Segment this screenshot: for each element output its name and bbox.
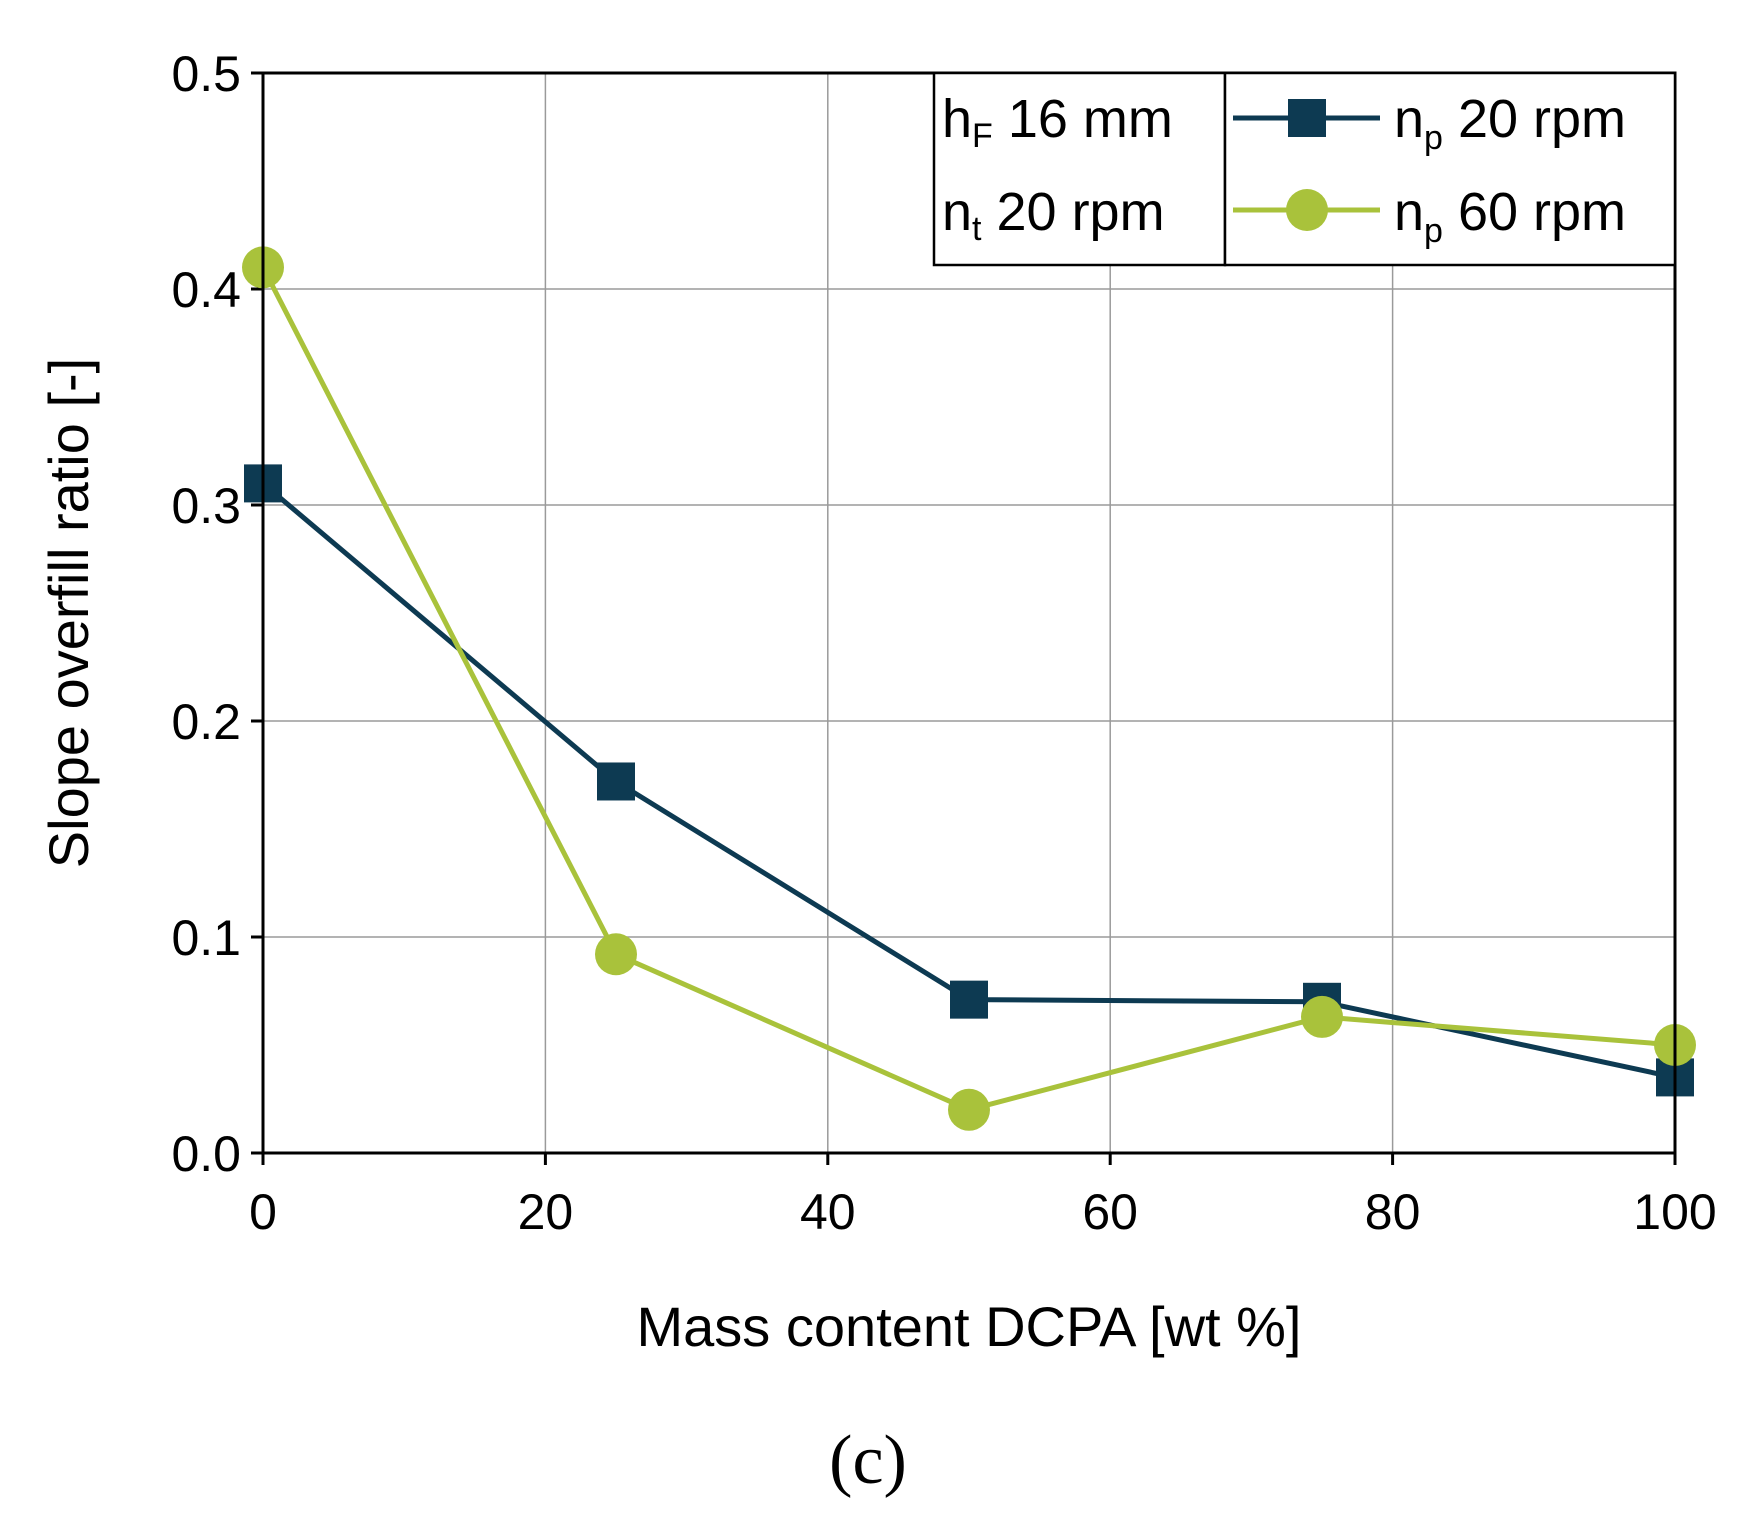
y-axis: 0.0 0.1 0.2 0.3 0.4 0.5 <box>171 46 263 1182</box>
data-point-circle <box>948 1088 990 1131</box>
x-axis: 0 20 40 60 80 100 <box>249 1153 1717 1240</box>
y-tick-label: 0.5 <box>171 46 241 102</box>
y-tick-label: 0.4 <box>171 262 241 318</box>
legend-marker-square <box>1288 99 1326 137</box>
x-tick-label: 20 <box>518 1184 574 1240</box>
legend: hF 16 mm nt 20 rpm np 20 rpm np 60 rpm <box>932 71 1677 267</box>
data-point-circle <box>1301 995 1343 1038</box>
x-tick-label: 100 <box>1633 1184 1716 1240</box>
y-tick-label: 0.3 <box>171 478 241 534</box>
legend-marker-circle <box>1286 189 1328 231</box>
x-tick-label: 60 <box>1082 1184 1138 1240</box>
y-axis-title: Slope overfill ratio [-] <box>37 358 100 868</box>
legend-label-series-1: np 20 rpm <box>1394 89 1626 157</box>
data-point-square <box>950 980 988 1019</box>
data-point-circle <box>595 933 637 976</box>
x-tick-label: 40 <box>800 1184 856 1240</box>
x-tick-label: 0 <box>249 1184 277 1240</box>
x-axis-title: Mass content DCPA [wt %] <box>637 1295 1302 1358</box>
x-tick-label: 80 <box>1365 1184 1421 1240</box>
series-layer <box>242 246 1696 1131</box>
legend-condition-speed: nt 20 rpm <box>942 182 1165 248</box>
y-tick-label: 0.0 <box>171 1126 241 1182</box>
legend-conditions-box <box>932 71 1227 267</box>
legend-label-series-2: np 60 rpm <box>1394 182 1626 250</box>
legend-condition-height: hF 16 mm <box>942 89 1173 155</box>
data-point-square <box>597 762 635 801</box>
series-1 <box>244 464 1694 1097</box>
y-tick-label: 0.1 <box>171 910 241 966</box>
y-tick-label: 0.2 <box>171 694 241 750</box>
panel-label: (c) <box>829 1422 907 1499</box>
